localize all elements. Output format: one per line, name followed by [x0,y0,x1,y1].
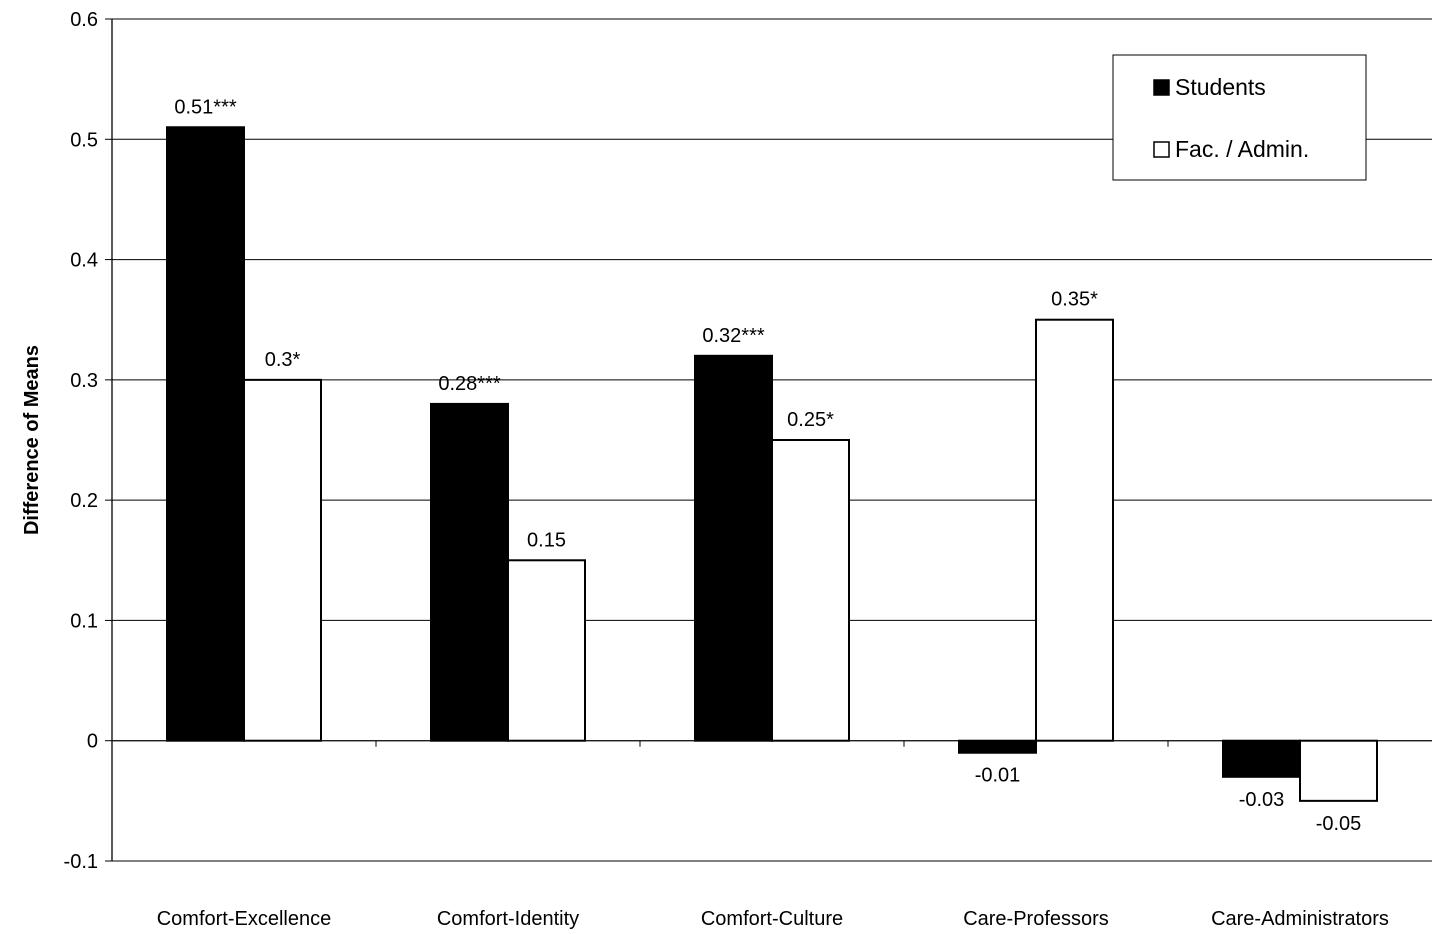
legend-label-fac-admin: Fac. / Admin. [1175,136,1309,162]
x-tick-label: Comfort-Culture [701,908,843,930]
data-label: -0.05 [1316,813,1362,835]
bar-students [1222,739,1301,778]
x-tick-label: Comfort-Excellence [157,908,332,930]
bar-students [430,402,509,742]
data-label: 0.15 [527,529,566,551]
data-label: -0.03 [1239,789,1285,811]
axes [105,18,1432,862]
bar-fac-admin [771,439,850,742]
y-tick-label: 0.2 [70,490,98,512]
bar-students [166,126,245,742]
legend-box [1112,54,1367,181]
legend-label-students: Students [1175,74,1266,100]
data-label: 0.32*** [702,325,764,347]
y-tick-label: 0.1 [70,610,98,632]
data-label: 0.28*** [438,373,500,395]
x-tick-labels: Comfort-Excellence Comfort-Identity Comfor… [157,908,1389,930]
y-tick-label: 0.4 [70,250,98,272]
x-tick-label: Comfort-Identity [437,908,579,930]
data-label: -0.01 [975,765,1021,787]
bar-fac-admin [507,559,586,742]
legend-swatch-fac-admin [1153,141,1170,158]
data-label: 0.3* [265,349,301,371]
data-label: 0.25* [787,409,834,431]
legend-swatch-students [1153,79,1170,96]
y-tick-label: 0 [87,731,98,753]
data-label: 0.35* [1051,289,1098,311]
y-tick-labels: 0.6 0.5 0.4 0.3 0.2 0.1 0 -0.1 [64,9,98,873]
bar-students [694,354,773,742]
y-tick-label: 0.6 [70,9,98,31]
x-tick-label: Care-Administrators [1211,908,1389,930]
y-axis-label: Difference of Means [21,345,43,535]
bar-students [958,739,1037,754]
bar-fac-admin [243,378,322,742]
bars [166,126,1378,802]
y-tick-label: -0.1 [64,851,98,873]
y-tick-label: 0.5 [70,129,98,151]
data-labels: 0.51*** 0.3* 0.28*** 0.15 0.32*** 0.25* -0.01 0… [174,96,1361,835]
bar-fac-admin [1035,318,1114,742]
y-tick-label: 0.3 [70,370,98,392]
bar-fac-admin [1299,739,1378,802]
x-tick-label: Care-Professors [963,908,1109,930]
data-label: 0.51*** [174,96,236,118]
legend: Students Fac. / Admin. [1112,54,1367,181]
